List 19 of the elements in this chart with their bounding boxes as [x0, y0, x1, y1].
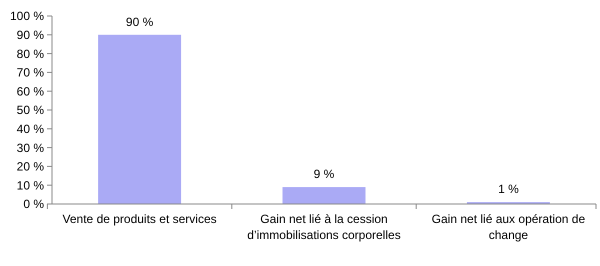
y-tick-label: 70 %	[16, 66, 44, 80]
data-label: 9 %	[314, 167, 335, 182]
y-tick-label: 0 %	[23, 197, 44, 212]
y-tick-label: 100 %	[10, 9, 44, 24]
y-tick-label: 60 %	[16, 84, 44, 98]
y-tick-label: 20 %	[16, 160, 44, 174]
x-tick-label: Gain net lié aux opération de change	[432, 212, 586, 242]
y-tick-label: 30 %	[16, 140, 44, 155]
bar	[282, 187, 366, 204]
x-tick-label: Gain net lié à la cession d’immobilisations corporelles	[247, 212, 401, 242]
data-label: 90 %	[126, 14, 154, 29]
y-tick-label: 80 %	[16, 46, 44, 61]
y-tick-label: 40 %	[16, 122, 44, 136]
bar	[98, 34, 182, 204]
y-tick-label: 50 %	[16, 103, 44, 118]
y-tick-label: 10 %	[16, 178, 44, 192]
x-tick-label: Vente de produits et services	[62, 212, 217, 226]
y-tick-label: 90 %	[16, 28, 44, 42]
data-label: 1 %	[498, 182, 520, 196]
